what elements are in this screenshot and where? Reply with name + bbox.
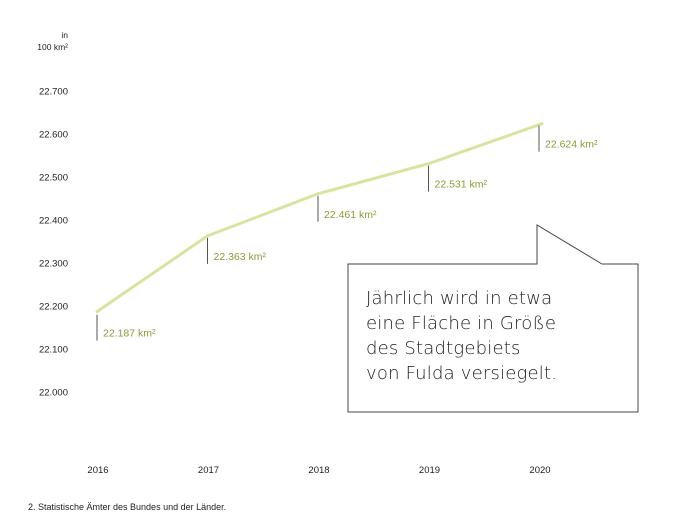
- callout-line: Jährlich wird in etwa: [366, 288, 552, 309]
- x-axis-ticks: 2016 2017 2018 2019 2020: [87, 465, 550, 476]
- x-tick-label: 2016: [87, 465, 108, 476]
- callout-line: eine Fläche in Größe: [366, 313, 556, 334]
- y-tick-label: 22.100: [39, 345, 68, 356]
- x-tick-label: 2017: [198, 465, 219, 476]
- callout-box: Jährlich wird in etwa eine Fläche in Größ…: [347, 224, 639, 413]
- data-label-markers: [96, 125, 540, 341]
- x-tick-label: 2020: [529, 465, 550, 476]
- y-tick-label: 22.300: [39, 259, 68, 270]
- callout-line: des Stadtgebiets: [366, 338, 521, 359]
- data-label: 22.187 km²: [103, 328, 156, 340]
- y-tick-label: 22.500: [39, 173, 68, 184]
- y-unit-label: in: [61, 30, 68, 40]
- data-label: 22.461 km²: [324, 209, 377, 221]
- x-tick-label: 2018: [308, 465, 329, 476]
- callout-text: Jährlich wird in etwa eine Fläche in Größ…: [366, 288, 557, 384]
- data-label: 22.363 km²: [214, 251, 267, 263]
- y-tick-label: 22.200: [39, 302, 68, 313]
- y-tick-label: 22.700: [39, 87, 68, 98]
- callout-line: von Fulda versiegelt.: [366, 363, 557, 384]
- y-tick-label: 22.400: [39, 216, 68, 227]
- y-tick-label: 22.600: [39, 130, 68, 141]
- y-unit-label: 100 km²: [37, 42, 68, 52]
- footnote: 2. Statistische Ämter des Bundes und der…: [28, 502, 227, 512]
- series-line: [95, 122, 544, 314]
- y-axis-unit: in 100 km²: [37, 30, 68, 52]
- series-line-path: [95, 122, 544, 314]
- y-axis-ticks: 22.000 22.100 22.200 22.300 22.400 22.500 22.6…: [39, 87, 68, 399]
- callout-outline: [347, 224, 639, 413]
- y-tick-label: 22.000: [39, 388, 68, 399]
- x-tick-label: 2019: [419, 465, 440, 476]
- data-label: 22.624 km²: [545, 139, 598, 151]
- data-label: 22.531 km²: [435, 179, 488, 191]
- data-labels: 22.187 km² 22.363 km² 22.461 km² 22.531 km²…: [103, 139, 598, 340]
